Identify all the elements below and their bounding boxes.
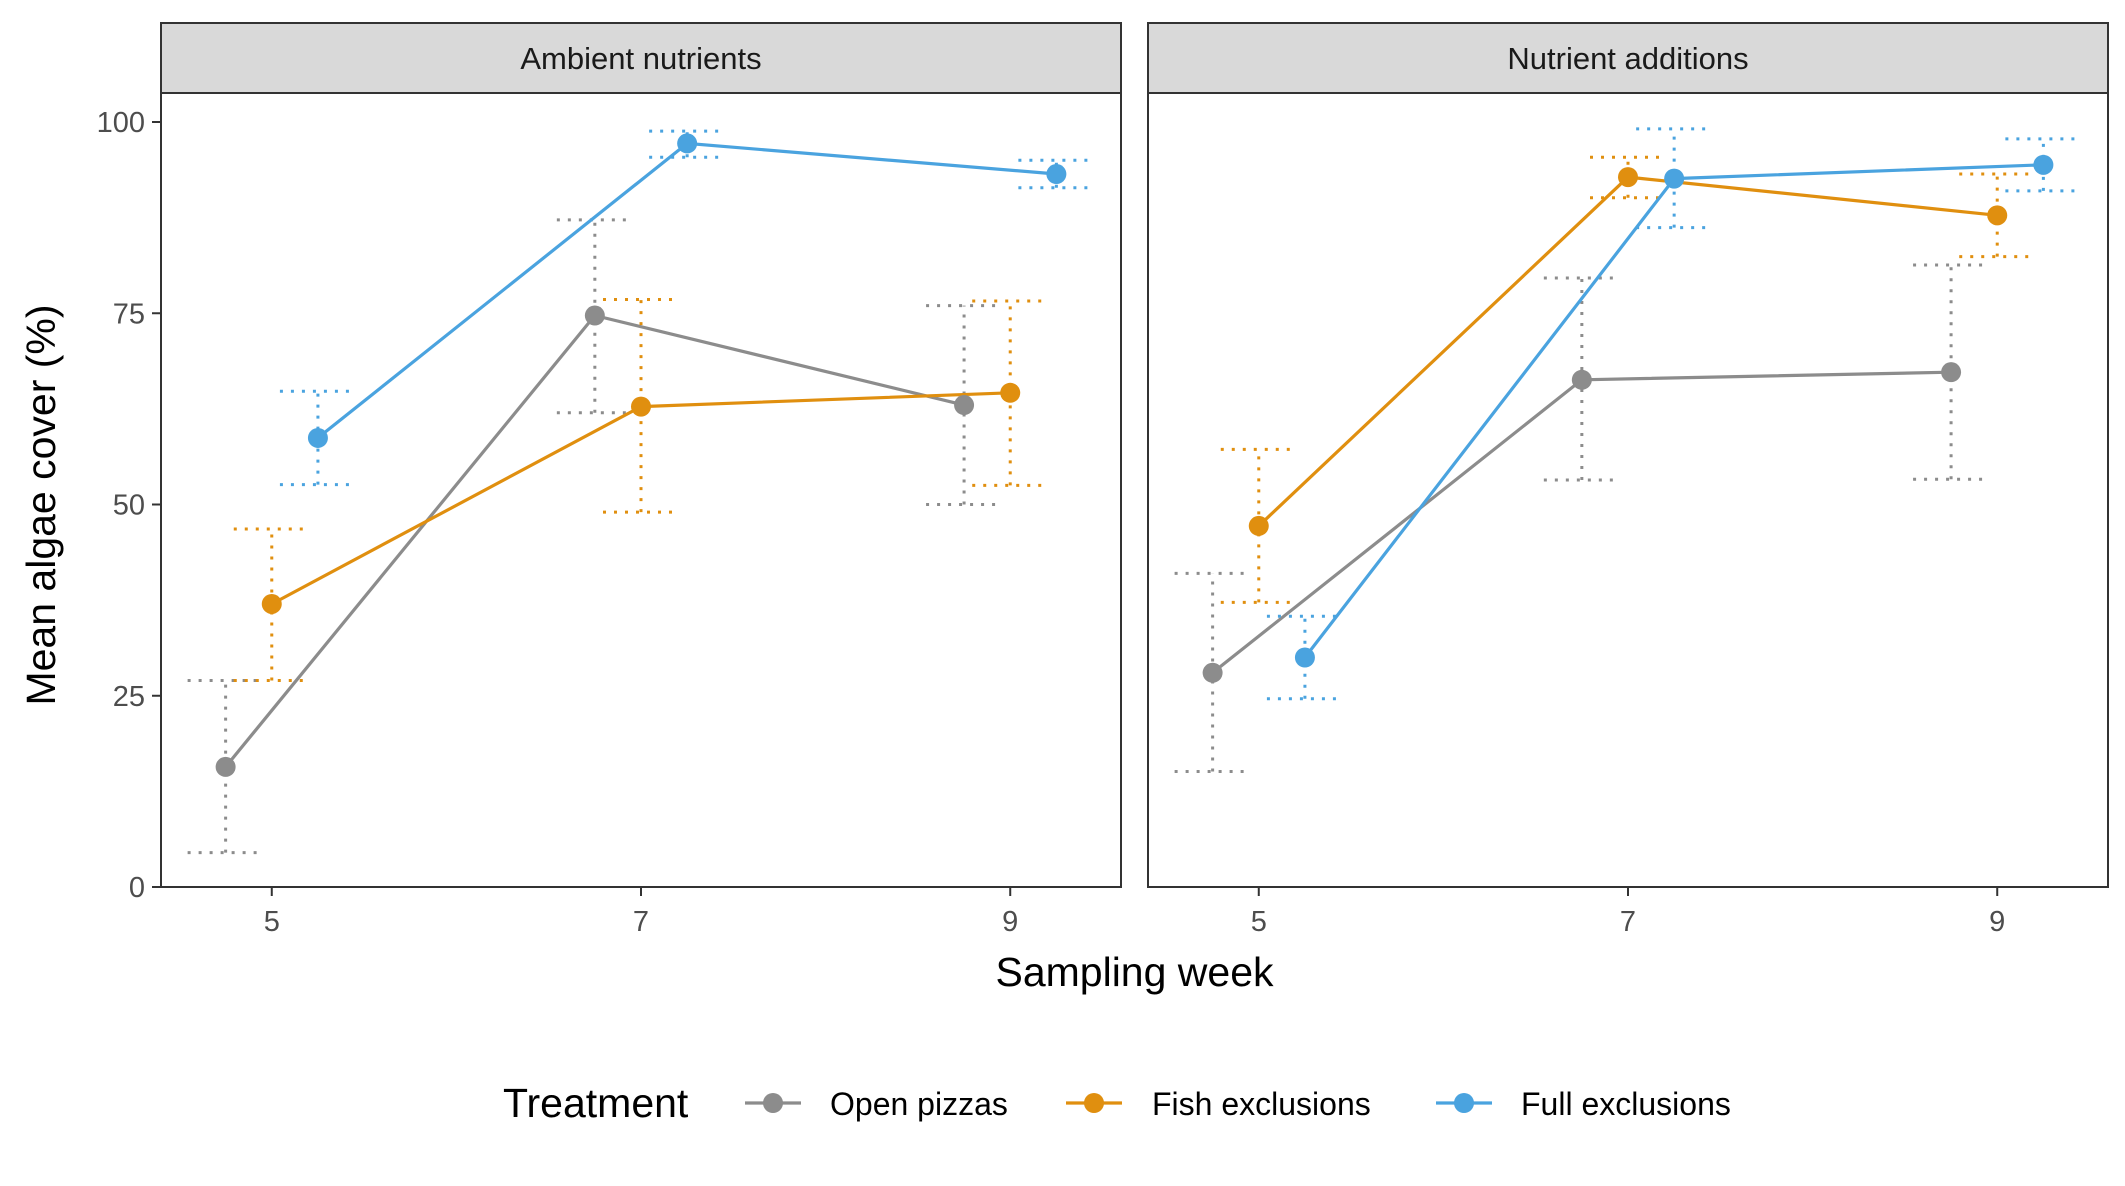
x-tick-label: 5 — [1251, 906, 1267, 938]
data-point — [631, 396, 651, 417]
y-tick-label: 100 — [97, 107, 145, 139]
data-point — [584, 305, 605, 326]
x-tick-label: 9 — [1002, 906, 1018, 938]
data-point — [215, 756, 236, 777]
legend-entry: Open pizzas — [830, 1086, 1008, 1122]
series-line — [1211, 370, 1952, 675]
data-point — [261, 593, 282, 614]
y-axis-title: Mean algae cover (%) — [18, 304, 64, 705]
x-tick-label: 5 — [264, 906, 280, 938]
legend-key-point — [763, 1093, 783, 1113]
data-point — [677, 133, 698, 154]
data-point — [1202, 662, 1223, 683]
y-tick-label: 75 — [113, 298, 145, 330]
data-point — [1618, 167, 1638, 188]
y-tick-label: 25 — [113, 681, 145, 713]
facet-title: Ambient nutrients — [520, 41, 761, 76]
y-tick-label: 0 — [129, 872, 145, 904]
data-point — [2033, 154, 2054, 175]
data-point — [1046, 164, 1067, 185]
x-axis-title: Sampling week — [995, 949, 1274, 995]
legend-title: Treatment — [503, 1080, 689, 1126]
data-point — [1571, 369, 1592, 390]
x-tick-label: 9 — [1989, 906, 2005, 938]
data-point — [1000, 382, 1021, 403]
series-line — [224, 313, 965, 768]
data-point — [1294, 647, 1315, 668]
facet-title: Nutrient additions — [1507, 41, 1748, 76]
legend-key-point — [1084, 1093, 1104, 1113]
facet-strip — [160, 22, 1122, 94]
legend-key-point — [1454, 1093, 1474, 1113]
data-point — [1664, 168, 1685, 189]
x-tick-label: 7 — [1620, 906, 1636, 938]
data-point — [1987, 205, 2008, 226]
x-tick-label: 7 — [633, 906, 649, 938]
data-point — [307, 427, 328, 448]
data-point — [954, 395, 975, 416]
data-point — [1941, 362, 1962, 383]
y-tick-label: 50 — [113, 490, 145, 522]
series-line — [1257, 175, 1998, 528]
facet-strip — [1147, 22, 2109, 94]
series-line — [1303, 163, 2044, 659]
legend-entry: Full exclusions — [1521, 1086, 1731, 1122]
data-point — [1248, 515, 1269, 536]
legend-entry: Fish exclusions — [1152, 1086, 1371, 1122]
